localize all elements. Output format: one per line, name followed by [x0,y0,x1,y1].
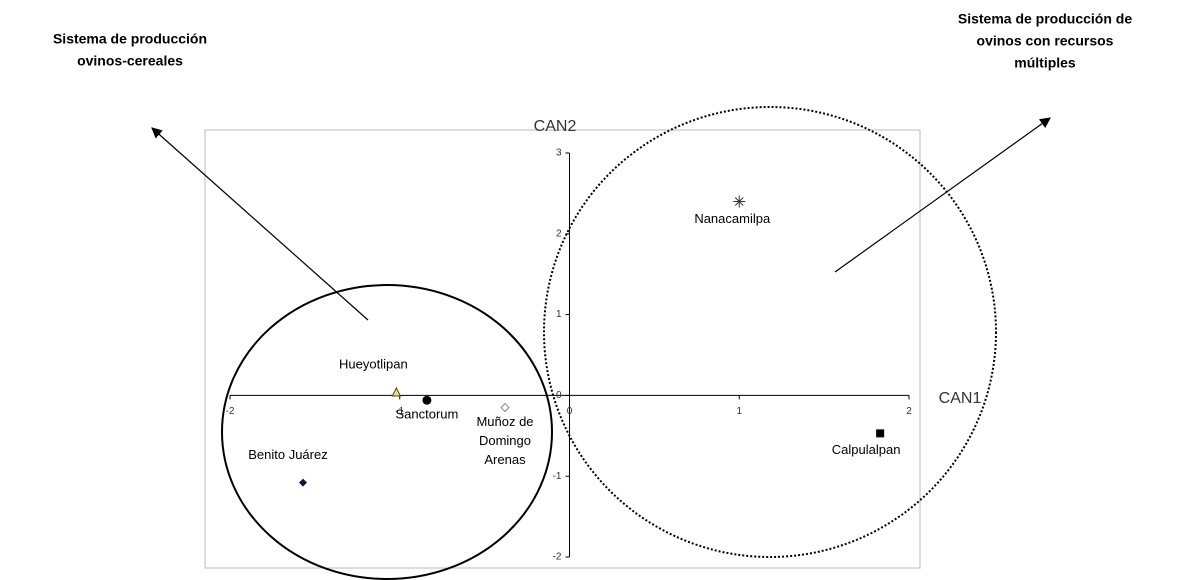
annotation: ovinos con recursos [977,33,1114,49]
data-point [500,402,510,413]
marker-shape [500,402,510,413]
point-label: Benito Juárez [248,447,328,462]
group-ellipse [221,284,553,580]
arrow [151,127,369,321]
y-tick-label: 0 [556,390,562,401]
point-label: Muñoz de [476,414,533,429]
point-label: Domingo [479,433,531,448]
annotation: Sistema de producción de [958,11,1132,27]
x-tick-label: 1 [736,406,742,417]
data-point [876,429,885,438]
plot-frame [204,129,921,569]
group-ellipse [543,106,997,558]
marker-shape [876,429,885,438]
marker-stroke [734,197,744,206]
y-tick-label: -1 [553,471,562,482]
data-point [298,478,307,487]
point-label: Nanacamilpa [694,211,771,226]
marker-shape [422,395,432,405]
x-tick-label: -1 [395,406,404,417]
point-label: Calpulalpan [832,442,901,457]
x-tick-label: 2 [906,406,912,417]
annotation: Sistema de producción [53,31,207,47]
data-point [391,386,402,397]
arrow [834,117,1051,273]
y-tick-label: 1 [556,309,562,320]
y-tick-label: -2 [553,552,562,563]
marker-shape [298,478,307,487]
point-label: Sanctorum [395,407,458,422]
data-point [733,195,746,208]
y-axis-label: CAN2 [534,118,577,135]
point-label: Arenas [484,452,526,467]
marker-shape [391,386,402,397]
annotation: ovinos-cereales [77,53,183,69]
data-point [422,395,432,405]
y-tick-label: 2 [556,228,562,239]
annotation: múltiples [1014,55,1076,71]
x-tick-label: -2 [226,406,235,417]
x-tick-label: 0 [567,406,573,417]
x-axis-label: CAN1 [939,390,982,407]
point-label: Hueyotlipan [339,356,408,371]
y-tick-label: 3 [556,148,562,159]
